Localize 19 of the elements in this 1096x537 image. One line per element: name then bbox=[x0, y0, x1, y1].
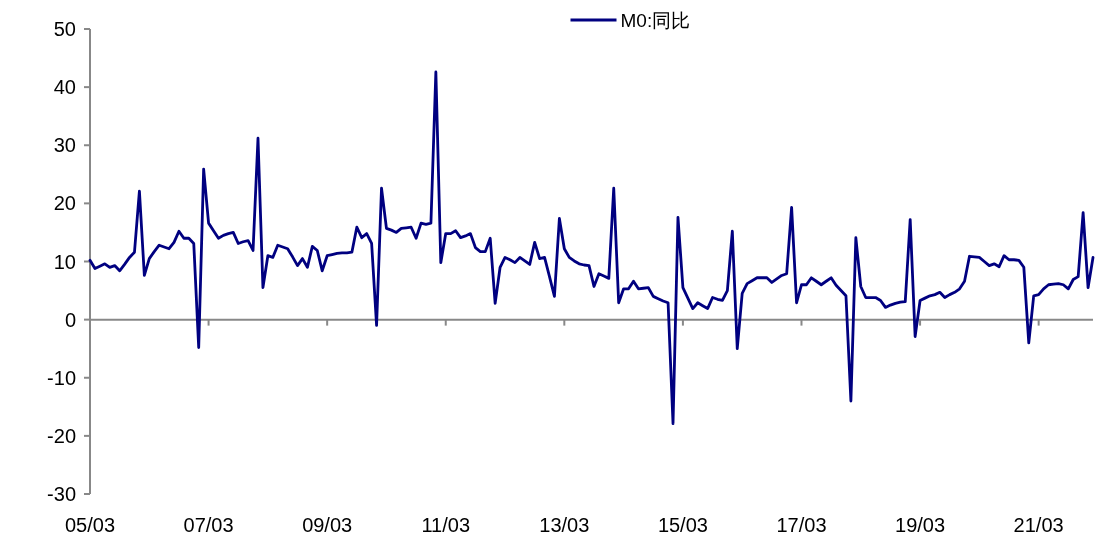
y-tick-label: -20 bbox=[47, 424, 76, 447]
x-tick-label: 07/03 bbox=[183, 514, 234, 536]
x-tick-label: 19/03 bbox=[895, 514, 946, 536]
y-tick-label: -30 bbox=[47, 483, 76, 505]
x-tick-label: 15/03 bbox=[657, 514, 708, 536]
x-tick-label: 09/03 bbox=[302, 514, 353, 536]
x-tick-label: 21/03 bbox=[1013, 514, 1064, 536]
y-tick-label: 50 bbox=[53, 18, 76, 40]
y-tick-label: 30 bbox=[53, 134, 76, 157]
x-tick-label: 13/03 bbox=[539, 514, 590, 536]
x-tick-label: 05/03 bbox=[64, 514, 116, 536]
y-tick-label: 0 bbox=[64, 308, 76, 331]
legend-label: M0:同比 bbox=[620, 10, 691, 31]
y-tick-label: 40 bbox=[53, 76, 76, 99]
x-tick-label: 17/03 bbox=[776, 514, 827, 536]
y-tick-label: -10 bbox=[47, 366, 76, 389]
y-tick-label: 10 bbox=[53, 250, 76, 273]
y-tick-label: 20 bbox=[53, 192, 76, 215]
x-tick-label: 11/03 bbox=[421, 514, 471, 536]
